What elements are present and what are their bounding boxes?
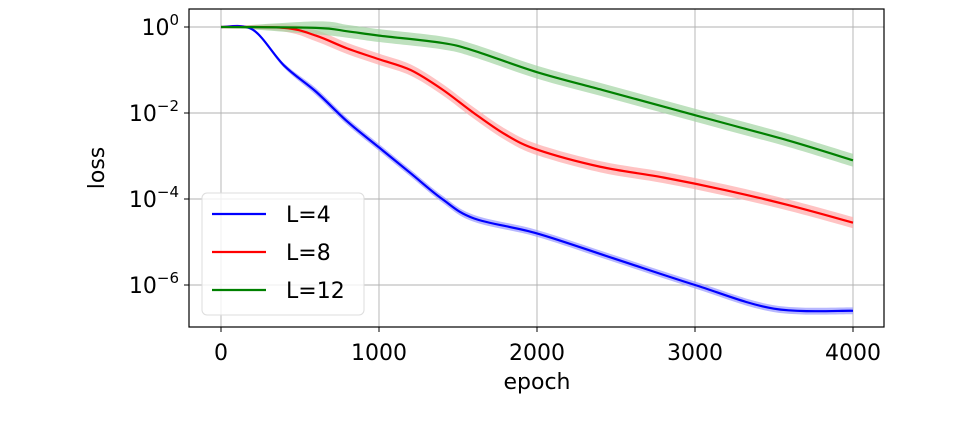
y-tick-label: 10−4 [129, 183, 179, 213]
legend-label: L=12 [286, 279, 345, 304]
line-l-4 [220, 24, 854, 313]
x-tick-label: 2000 [509, 341, 565, 366]
line-l-12 [220, 25, 854, 162]
y-axis-ticks: 100 10−2 10−4 10−6 [129, 11, 189, 299]
x-tick-label: 0 [214, 341, 228, 366]
legend: L=4 L=8 L=12 [201, 192, 365, 316]
x-tick-label: 3000 [667, 341, 723, 366]
y-tick-label: 10−2 [129, 97, 179, 127]
x-tick-label: 1000 [351, 341, 407, 366]
y-axis-label: loss [85, 147, 110, 190]
y-tick-label: 10−6 [129, 269, 179, 299]
legend-label: L=8 [286, 241, 331, 266]
series-lines [220, 24, 854, 313]
x-tick-label: 4000 [825, 341, 881, 366]
y-tick-label: 100 [141, 11, 179, 41]
legend-label: L=4 [286, 203, 331, 228]
band-l-8 [221, 24, 853, 229]
line-l-8 [220, 25, 854, 224]
x-axis-ticks: 0 1000 2000 3000 4000 [214, 327, 881, 366]
confidence-bands [221, 21, 853, 315]
x-axis-label: epoch [504, 370, 571, 395]
legend-box [201, 192, 365, 316]
